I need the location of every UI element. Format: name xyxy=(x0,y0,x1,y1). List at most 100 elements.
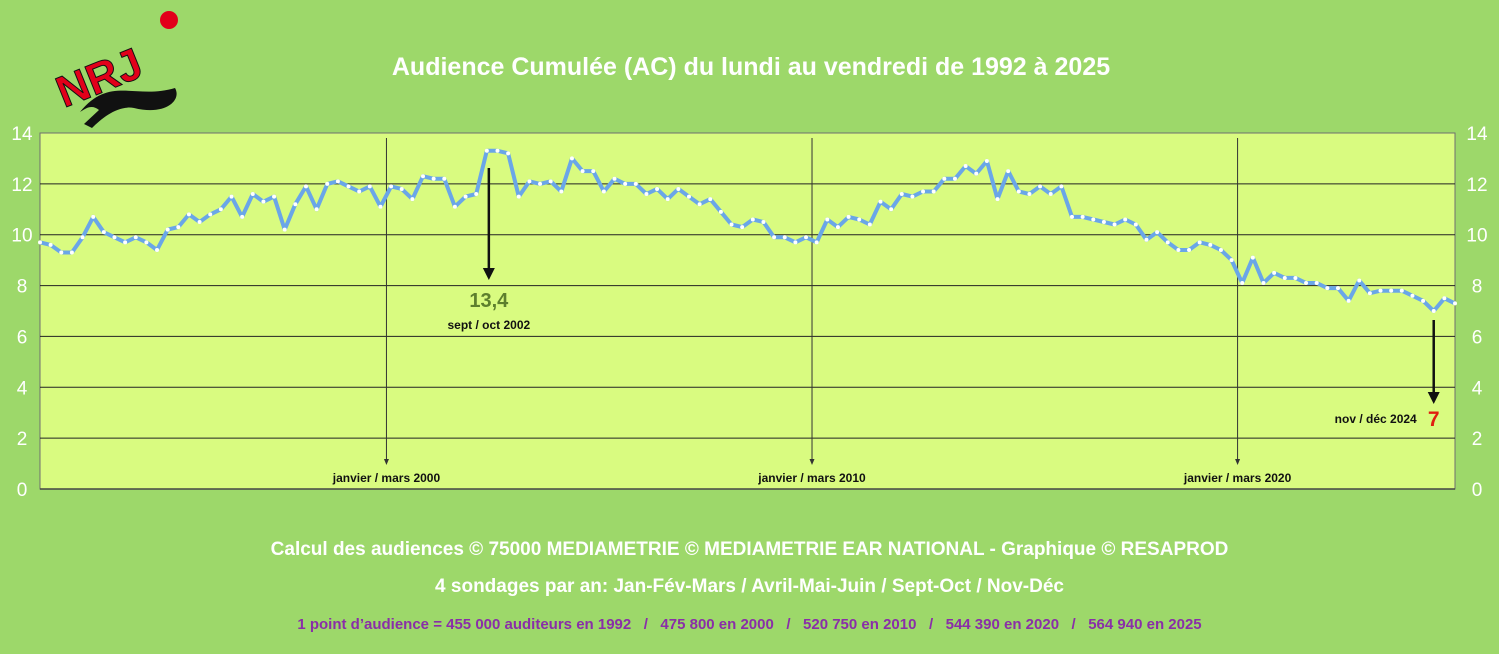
data-point xyxy=(59,250,64,255)
peak-value-label: 13,4 xyxy=(469,290,509,312)
y-tick-label: 12 xyxy=(11,175,32,196)
data-point xyxy=(506,151,511,156)
data-point xyxy=(421,174,426,179)
data-point xyxy=(984,158,989,163)
data-point xyxy=(665,197,670,202)
plot-area xyxy=(39,132,1456,490)
data-point xyxy=(1261,281,1266,286)
y-tick-label: 0 xyxy=(17,480,28,501)
data-point xyxy=(1218,247,1223,252)
data-point xyxy=(314,207,319,212)
data-point xyxy=(325,181,330,186)
data-point xyxy=(1378,288,1383,293)
data-point xyxy=(516,194,521,199)
data-point xyxy=(612,176,617,181)
data-point xyxy=(250,192,255,197)
data-point xyxy=(389,184,394,189)
data-point xyxy=(1272,270,1277,275)
audience-series xyxy=(38,148,1457,313)
marker-arrowhead xyxy=(809,459,815,465)
marker-arrowhead xyxy=(383,459,389,465)
data-point xyxy=(857,217,862,222)
y-tick-label: 12 xyxy=(1466,175,1487,196)
data-point xyxy=(1197,240,1202,245)
data-point xyxy=(229,194,234,199)
data-point xyxy=(729,222,734,227)
y-tick-label: 4 xyxy=(1472,378,1483,399)
period-markers: janvier / mars 2000 janvier / mars 2010 ja… xyxy=(332,138,1292,485)
marker-label: janvier / mars 2010 xyxy=(757,471,866,485)
data-point xyxy=(1080,214,1085,219)
data-point xyxy=(378,204,383,209)
data-point xyxy=(303,184,308,189)
data-point xyxy=(1250,255,1255,260)
data-point xyxy=(1410,293,1415,298)
data-point xyxy=(1240,281,1245,286)
data-point xyxy=(846,214,851,219)
data-point xyxy=(282,227,287,232)
data-point xyxy=(133,235,138,240)
data-point xyxy=(1229,258,1234,263)
data-point xyxy=(346,184,351,189)
peak-arrowhead xyxy=(482,268,495,280)
data-point xyxy=(410,197,415,202)
data-point xyxy=(1027,192,1032,197)
data-point xyxy=(1282,275,1287,280)
data-point xyxy=(1155,230,1160,235)
footer-points: 1 point d’audience = 455 000 auditeurs e… xyxy=(297,616,1202,633)
data-point xyxy=(963,164,968,169)
data-point xyxy=(782,235,787,240)
data-point xyxy=(676,186,681,191)
y-tick-label: 10 xyxy=(11,226,32,247)
data-point xyxy=(1048,192,1053,197)
peak-date-label: sept / oct 2002 xyxy=(447,318,530,332)
data-point xyxy=(218,207,223,212)
data-point xyxy=(463,194,468,199)
data-point xyxy=(367,184,372,189)
y-tick-label: 8 xyxy=(17,277,28,298)
data-point xyxy=(1187,247,1192,252)
data-point xyxy=(1176,247,1181,252)
data-point xyxy=(1059,184,1064,189)
data-point xyxy=(261,199,266,204)
data-point xyxy=(835,225,840,230)
data-point xyxy=(1399,288,1404,293)
data-point xyxy=(69,250,74,255)
data-point xyxy=(399,186,404,191)
data-point xyxy=(474,192,479,197)
data-point xyxy=(442,176,447,181)
data-point xyxy=(867,222,872,227)
data-point xyxy=(910,194,915,199)
data-point xyxy=(495,148,500,153)
data-point xyxy=(899,192,904,197)
footer-surveys: 4 sondages par an: Jan-Fév-Mars / Avril-… xyxy=(435,576,1064,597)
data-point xyxy=(1314,281,1319,286)
data-point xyxy=(740,225,745,230)
data-point xyxy=(804,235,809,240)
data-point xyxy=(623,181,628,186)
data-point xyxy=(1421,298,1426,303)
data-point xyxy=(165,227,170,232)
data-point xyxy=(750,217,755,222)
data-point xyxy=(591,169,596,174)
data-point xyxy=(80,235,85,240)
data-point xyxy=(272,194,277,199)
data-point xyxy=(1208,242,1213,247)
data-point xyxy=(1293,275,1298,280)
data-point xyxy=(155,247,160,252)
data-point xyxy=(1101,220,1106,224)
data-point xyxy=(814,240,819,245)
data-point xyxy=(761,220,766,224)
data-point xyxy=(1006,169,1011,174)
data-point xyxy=(772,235,777,240)
data-point xyxy=(633,181,638,186)
y-axis-left: 0 2 4 6 8 10 12 14 xyxy=(11,124,33,501)
low-value-label: 7 xyxy=(1428,408,1440,431)
data-point xyxy=(186,212,191,217)
nrj-logo-icon: NRJ xyxy=(49,11,178,128)
data-point xyxy=(952,176,957,181)
data-point xyxy=(569,156,574,161)
y-tick-label: 6 xyxy=(17,327,28,348)
data-point xyxy=(889,207,894,212)
